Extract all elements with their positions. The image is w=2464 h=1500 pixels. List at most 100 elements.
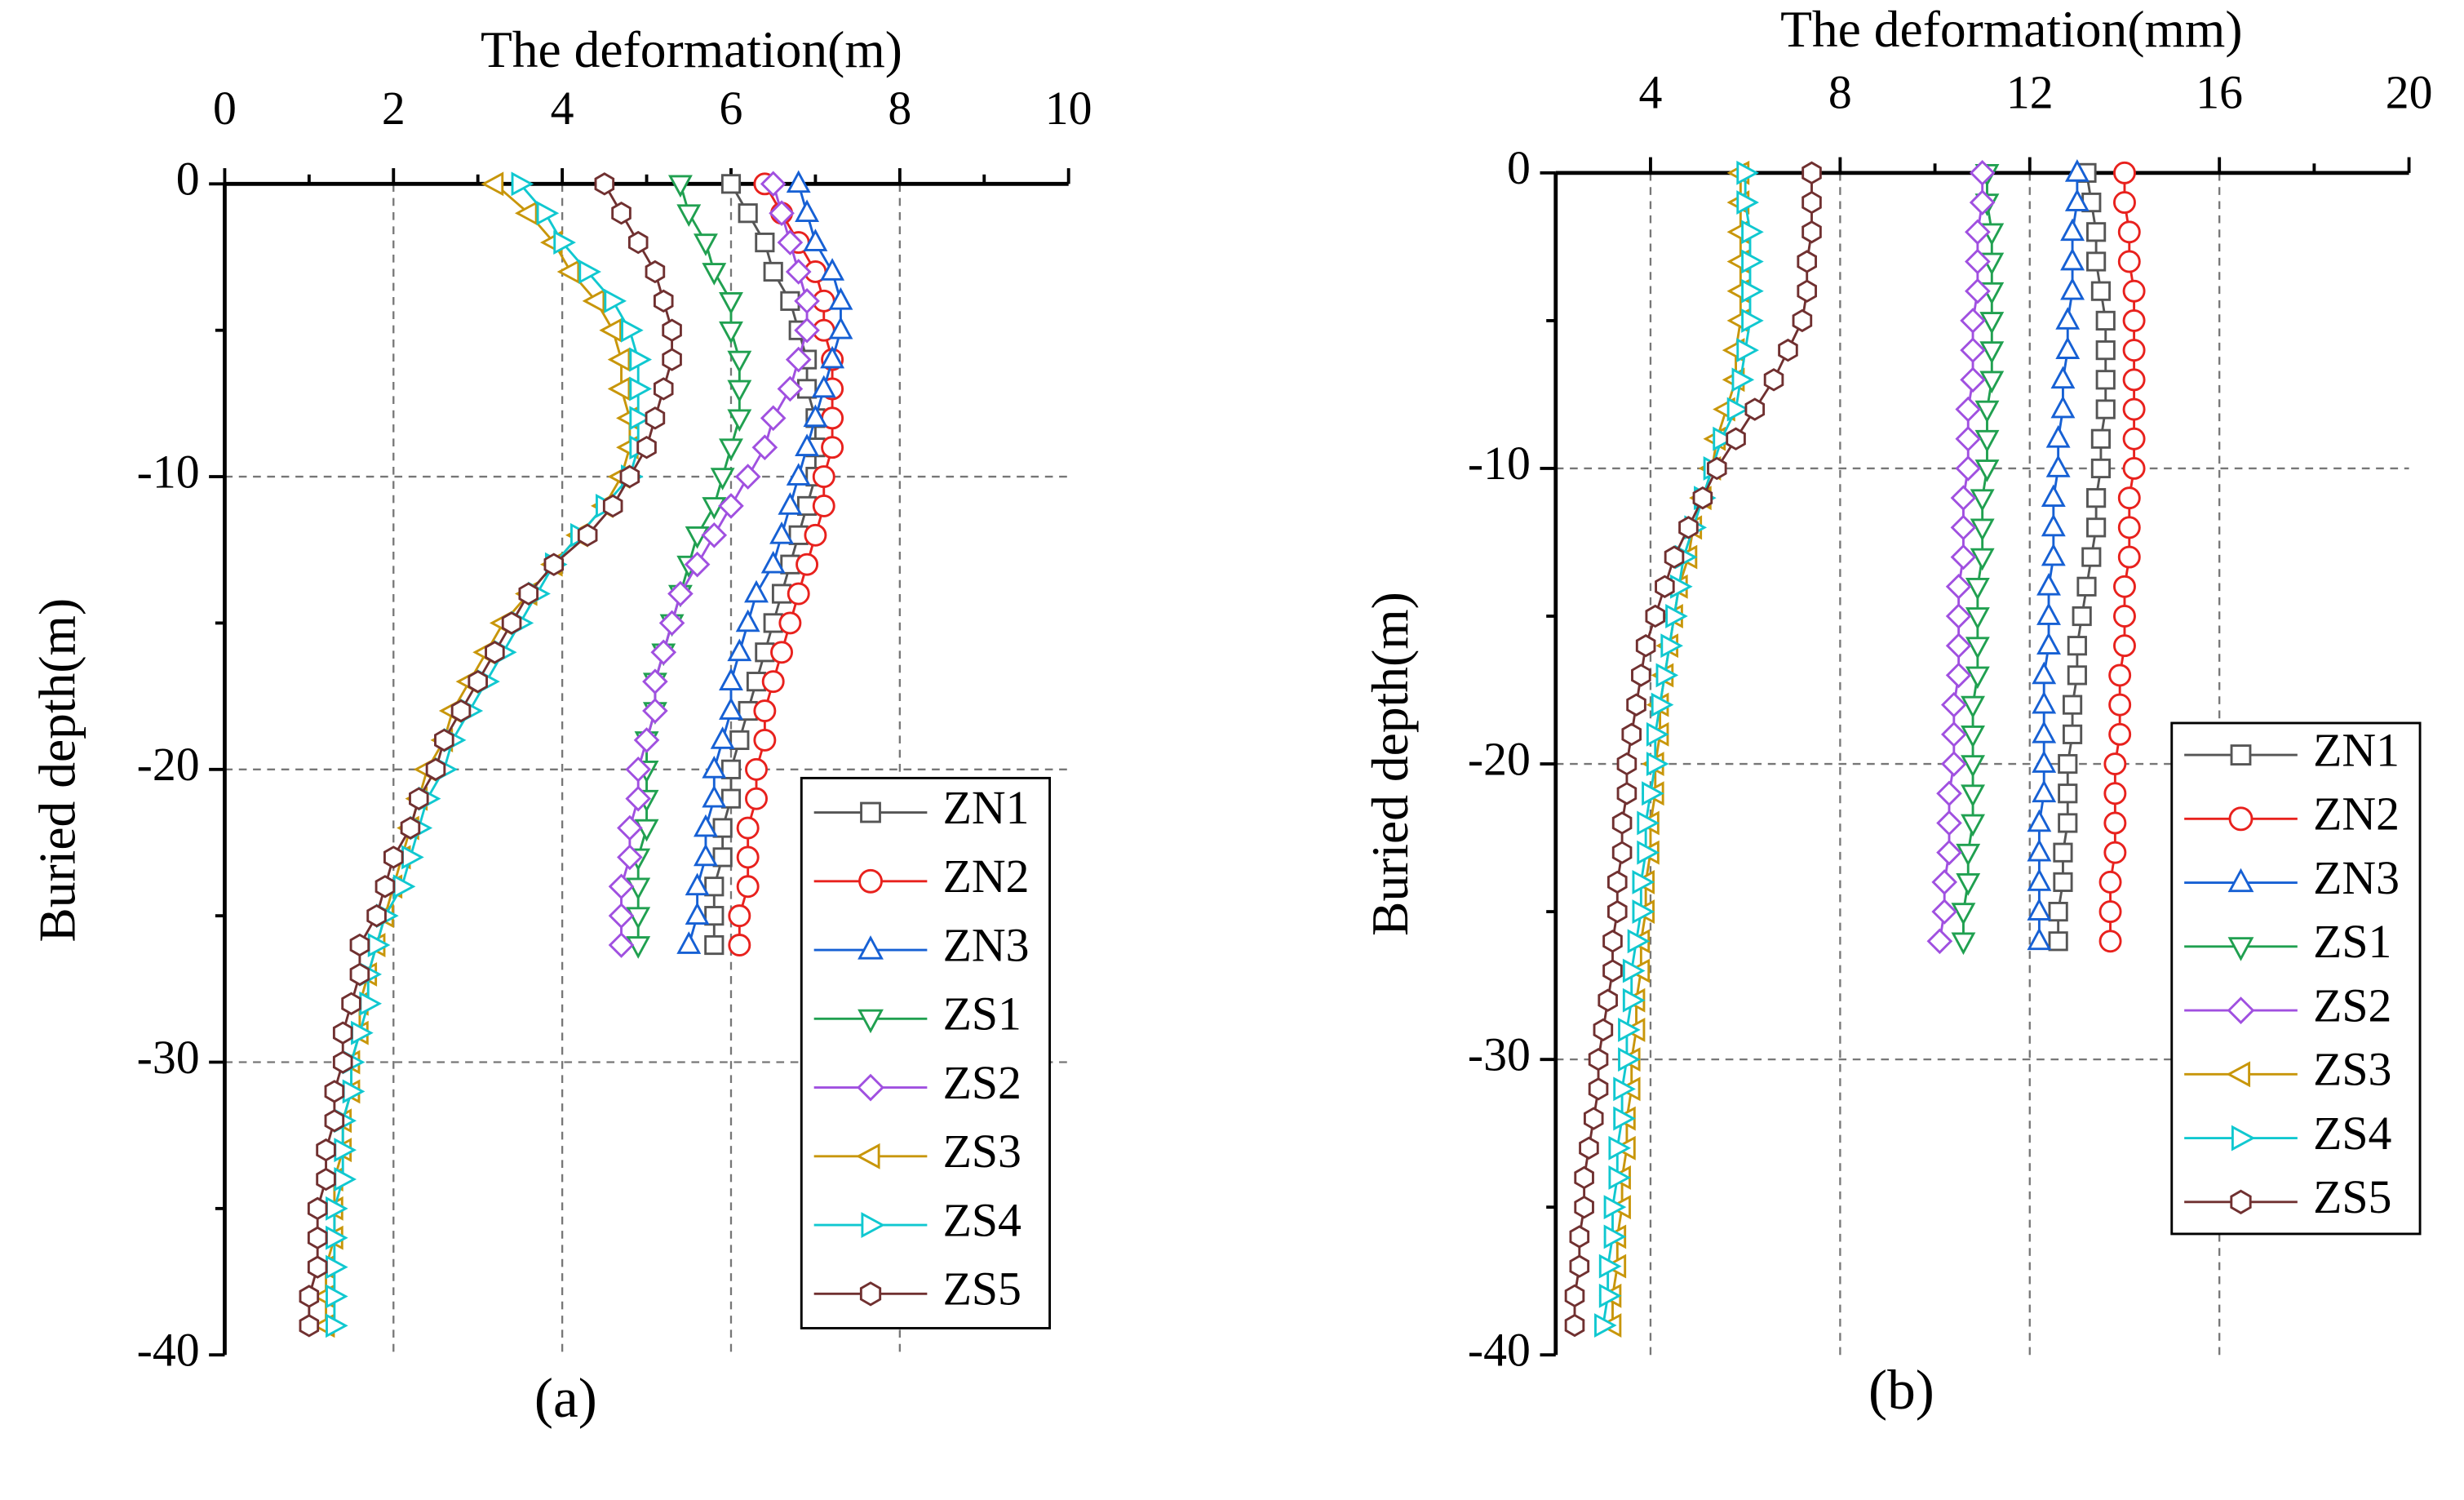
data-point — [2076, 576, 2097, 597]
data-point — [1594, 1313, 1617, 1338]
data-point — [326, 1254, 348, 1280]
data-point — [676, 931, 702, 954]
data-point — [1945, 662, 1972, 689]
legend-label: ZS2 — [2313, 980, 2391, 1032]
data-point — [812, 494, 835, 517]
y-tick-label: 0 — [1507, 143, 1531, 194]
legend-label: ZS1 — [943, 989, 1021, 1041]
data-point — [1945, 603, 1972, 629]
data-point — [2036, 632, 2061, 655]
data-point — [307, 1196, 328, 1221]
data-point — [324, 1109, 345, 1133]
data-point — [577, 523, 598, 547]
data-point — [2036, 572, 2061, 596]
data-point — [2058, 753, 2078, 774]
data-point — [727, 350, 752, 374]
data-point — [1979, 341, 2005, 364]
data-point — [2117, 545, 2141, 569]
data-point — [1955, 455, 1982, 482]
data-point — [1655, 575, 1675, 598]
x-tick-label: 8 — [1828, 68, 1852, 119]
data-point — [2060, 277, 2085, 300]
data-point — [604, 288, 627, 313]
legend-marker — [858, 935, 884, 960]
data-point — [1950, 485, 1977, 511]
y-tick-label: -20 — [137, 739, 200, 791]
x-tick-label: 2 — [382, 83, 405, 135]
y-axis-title: Buried depth(m) — [1361, 592, 1419, 936]
data-point — [728, 904, 751, 928]
data-point — [2027, 868, 2052, 891]
legend-label: ZN2 — [2313, 789, 2400, 841]
legend-marker — [2227, 868, 2254, 893]
legend-label: ZS1 — [2313, 916, 2391, 968]
series-line — [1602, 172, 1752, 1326]
data-point — [1583, 1107, 1604, 1130]
data-point — [2032, 779, 2057, 803]
data-point — [684, 551, 711, 578]
data-point — [349, 933, 370, 957]
data-point — [2122, 427, 2146, 450]
data-point — [626, 936, 651, 959]
data-point — [2041, 513, 2066, 537]
data-point — [736, 875, 760, 899]
legend-marker — [860, 801, 881, 823]
data-point — [1622, 987, 1646, 1013]
data-point — [2053, 842, 2073, 863]
y-tick-label: -30 — [137, 1032, 200, 1084]
data-point — [2058, 813, 2078, 833]
data-point — [1956, 873, 1981, 896]
data-point — [1616, 752, 1637, 776]
data-point — [514, 201, 538, 226]
data-point — [536, 201, 560, 226]
data-point — [753, 699, 777, 723]
data-point — [778, 492, 803, 515]
data-point — [728, 934, 751, 956]
data-point — [1960, 308, 1986, 334]
data-point — [803, 404, 828, 428]
data-point — [485, 641, 505, 664]
data-point — [1632, 869, 1655, 894]
data-point — [1961, 755, 1985, 778]
data-point — [2122, 308, 2146, 332]
data-point — [2108, 693, 2132, 717]
data-point — [702, 755, 727, 779]
data-point — [1965, 607, 1990, 630]
data-point — [2113, 191, 2136, 215]
y-tick-label: -40 — [137, 1325, 200, 1376]
data-point — [1931, 869, 1958, 895]
data-point — [1603, 1195, 1627, 1220]
data-point — [795, 433, 820, 457]
data-point — [2122, 456, 2146, 480]
chart-panel: 4 8 12 16 20 0 -10 -20 -30 -40 The deformation(mm)… — [1361, 0, 2433, 1421]
data-point — [1646, 721, 1669, 747]
data-point — [1979, 312, 2005, 335]
data-point — [2113, 634, 2136, 658]
legend-marker — [2227, 996, 2255, 1024]
data-point — [608, 903, 635, 929]
data-point — [786, 463, 811, 486]
data-point — [450, 699, 472, 723]
data-point — [760, 405, 787, 432]
data-point — [1613, 1076, 1636, 1102]
data-point — [1741, 220, 1764, 245]
data-point — [2041, 543, 2066, 566]
data-point — [727, 638, 752, 662]
data-point — [2095, 370, 2116, 390]
data-point — [1763, 368, 1784, 392]
data-point — [2103, 752, 2127, 776]
data-point — [1940, 691, 1967, 718]
data-point — [1593, 1018, 1614, 1042]
data-point — [1955, 425, 1982, 452]
data-point — [617, 814, 643, 841]
data-point — [712, 847, 733, 868]
data-point — [582, 288, 605, 313]
data-point — [735, 609, 760, 632]
x-tick-label: 0 — [213, 83, 237, 135]
legend-marker — [2228, 806, 2253, 832]
data-point — [599, 317, 623, 343]
data-point — [2060, 218, 2085, 242]
data-point — [626, 877, 651, 901]
